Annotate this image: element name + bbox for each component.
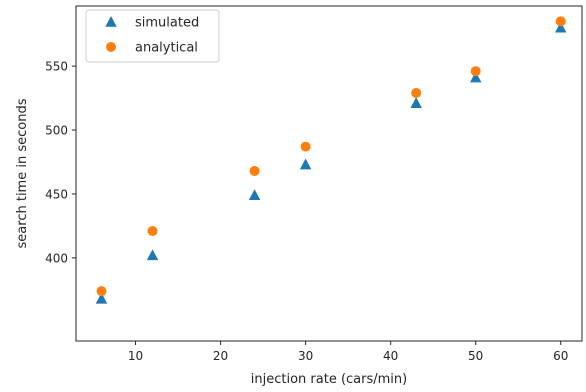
simulated-point (95, 292, 108, 304)
simulated-point (248, 189, 261, 201)
legend-marker-simulated (105, 16, 117, 27)
x-tick-label: 50 (468, 349, 483, 363)
x-tick-label: 10 (128, 349, 143, 363)
analytical-point (300, 141, 311, 152)
legend-box (85, 9, 220, 63)
ticks-layer: 10 20 30 40 50 60 400 450 500 550 (45, 60, 568, 363)
x-tick-label: 20 (213, 349, 228, 363)
legend-label-simulated: simulated (135, 16, 199, 31)
x-tick-label: 30 (298, 349, 313, 363)
simulated-point (469, 71, 482, 83)
legend: simulated analytical (85, 9, 220, 63)
analytical-point (555, 16, 566, 27)
points-layer (95, 16, 567, 304)
y-tick-label: 550 (45, 60, 68, 74)
legend-marker-analytical (106, 42, 116, 52)
y-tick-label: 450 (45, 187, 68, 201)
x-tick-label: 60 (553, 349, 568, 363)
x-axis-label: injection rate (cars/min) (251, 372, 407, 387)
simulated-point (410, 97, 422, 108)
analytical-point (147, 226, 158, 237)
x-tick-label: 40 (383, 349, 398, 363)
analytical-point (96, 286, 107, 297)
analytical-point (249, 165, 260, 176)
y-axis-label: search time in seconds (15, 98, 30, 248)
simulated-point (555, 21, 567, 33)
y-tick-label: 500 (45, 124, 68, 138)
legend-label-analytical: analytical (135, 41, 198, 56)
simulated-point (146, 249, 159, 261)
plot-frame (75, 5, 583, 342)
analytical-point (470, 66, 481, 77)
y-tick-label: 400 (45, 251, 68, 265)
analytical-point (411, 87, 422, 98)
simulated-point (299, 158, 312, 170)
